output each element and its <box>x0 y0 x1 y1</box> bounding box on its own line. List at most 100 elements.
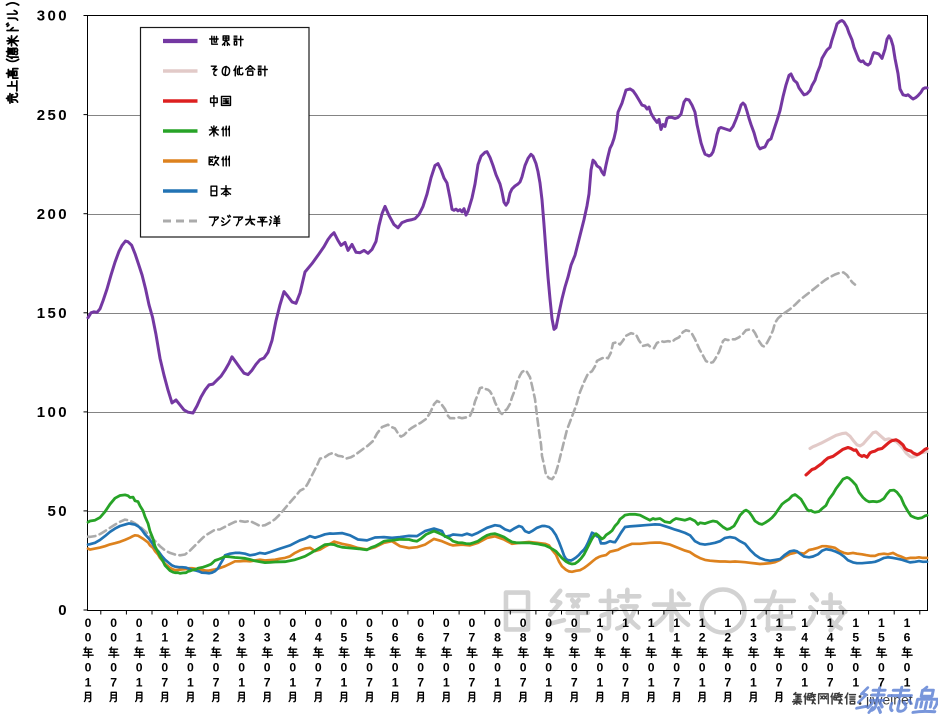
svg-text:0: 0 <box>904 661 911 675</box>
svg-text:0: 0 <box>417 616 424 630</box>
svg-text:7: 7 <box>776 675 783 689</box>
svg-text:1: 1 <box>545 675 552 689</box>
svg-text:1: 1 <box>699 675 706 689</box>
svg-text:7: 7 <box>673 675 680 689</box>
svg-text:0: 0 <box>801 661 808 675</box>
svg-text:0: 0 <box>469 661 476 675</box>
svg-text:1: 1 <box>699 616 706 630</box>
svg-text:0: 0 <box>136 661 143 675</box>
svg-text:7: 7 <box>264 675 271 689</box>
svg-text:0: 0 <box>161 661 168 675</box>
svg-text:0: 0 <box>520 616 527 630</box>
svg-text:4: 4 <box>801 631 808 645</box>
svg-text:200: 200 <box>37 206 69 223</box>
svg-text:100: 100 <box>37 404 69 421</box>
svg-text:0: 0 <box>469 616 476 630</box>
svg-text:0: 0 <box>852 661 859 675</box>
svg-text:0: 0 <box>494 616 501 630</box>
svg-text:3: 3 <box>264 631 271 645</box>
svg-text:1: 1 <box>648 616 655 630</box>
svg-text:0: 0 <box>161 616 168 630</box>
svg-text:4: 4 <box>315 631 322 645</box>
svg-text:1: 1 <box>648 675 655 689</box>
svg-text:5: 5 <box>341 631 348 645</box>
svg-text:1: 1 <box>136 631 143 645</box>
svg-text:0: 0 <box>417 661 424 675</box>
svg-text:1: 1 <box>801 675 808 689</box>
svg-text:3: 3 <box>238 631 245 645</box>
svg-text:7: 7 <box>827 675 834 689</box>
svg-text:1: 1 <box>648 631 655 645</box>
svg-text:7: 7 <box>571 675 578 689</box>
svg-text:0: 0 <box>85 616 92 630</box>
svg-text:4: 4 <box>289 631 296 645</box>
svg-text:1: 1 <box>827 616 834 630</box>
svg-text:8: 8 <box>520 631 527 645</box>
svg-text:0: 0 <box>571 661 578 675</box>
svg-text:0: 0 <box>392 616 399 630</box>
svg-text:6: 6 <box>904 631 911 645</box>
svg-text:0: 0 <box>366 616 373 630</box>
svg-text:1: 1 <box>161 631 168 645</box>
svg-text:7: 7 <box>366 675 373 689</box>
svg-text:0: 0 <box>545 616 552 630</box>
svg-text:0: 0 <box>315 661 322 675</box>
svg-text:7: 7 <box>213 675 220 689</box>
svg-text:0: 0 <box>315 616 322 630</box>
svg-text:5: 5 <box>366 631 373 645</box>
svg-text:6: 6 <box>392 631 399 645</box>
svg-text:0: 0 <box>571 616 578 630</box>
svg-text:0: 0 <box>494 661 501 675</box>
svg-text:0: 0 <box>443 661 450 675</box>
svg-text:8: 8 <box>494 631 501 645</box>
svg-text:9: 9 <box>571 631 578 645</box>
svg-text:1: 1 <box>750 675 757 689</box>
svg-text:7: 7 <box>469 631 476 645</box>
svg-text:0: 0 <box>238 616 245 630</box>
svg-text:0: 0 <box>699 661 706 675</box>
svg-text:1: 1 <box>878 616 885 630</box>
svg-text:1: 1 <box>443 675 450 689</box>
svg-text:0: 0 <box>545 661 552 675</box>
svg-text:7: 7 <box>622 675 629 689</box>
svg-text:7: 7 <box>443 631 450 645</box>
svg-text:1: 1 <box>597 616 604 630</box>
svg-text:1: 1 <box>341 675 348 689</box>
svg-text:3: 3 <box>750 631 757 645</box>
svg-text:2: 2 <box>699 631 706 645</box>
svg-text:7: 7 <box>161 675 168 689</box>
svg-text:1: 1 <box>187 675 194 689</box>
svg-text:1: 1 <box>673 631 680 645</box>
svg-text:0: 0 <box>673 661 680 675</box>
svg-text:7: 7 <box>110 675 117 689</box>
svg-text:5: 5 <box>852 631 859 645</box>
svg-text:7: 7 <box>724 675 731 689</box>
svg-text:0: 0 <box>750 661 757 675</box>
svg-text:0: 0 <box>136 616 143 630</box>
svg-text:0: 0 <box>238 661 245 675</box>
svg-text:0: 0 <box>648 661 655 675</box>
svg-text:1: 1 <box>494 675 501 689</box>
svg-text:0: 0 <box>341 616 348 630</box>
svg-text:0: 0 <box>85 631 92 645</box>
svg-text:0: 0 <box>264 661 271 675</box>
svg-text:0: 0 <box>110 616 117 630</box>
svg-text:0: 0 <box>520 661 527 675</box>
svg-text:1: 1 <box>136 675 143 689</box>
svg-text:2: 2 <box>187 631 194 645</box>
svg-text:50: 50 <box>48 503 70 520</box>
svg-text:1: 1 <box>289 675 296 689</box>
svg-text:1: 1 <box>597 675 604 689</box>
svg-text:1: 1 <box>801 616 808 630</box>
svg-text:5: 5 <box>878 631 885 645</box>
svg-text:1: 1 <box>750 616 757 630</box>
svg-text:1: 1 <box>238 675 245 689</box>
svg-text:0: 0 <box>187 616 194 630</box>
svg-text:0: 0 <box>264 616 271 630</box>
svg-text:1: 1 <box>673 616 680 630</box>
svg-text:300: 300 <box>37 8 69 25</box>
svg-text:0: 0 <box>110 631 117 645</box>
svg-text:0: 0 <box>597 631 604 645</box>
svg-text:250: 250 <box>37 107 69 124</box>
svg-text:1: 1 <box>392 675 399 689</box>
